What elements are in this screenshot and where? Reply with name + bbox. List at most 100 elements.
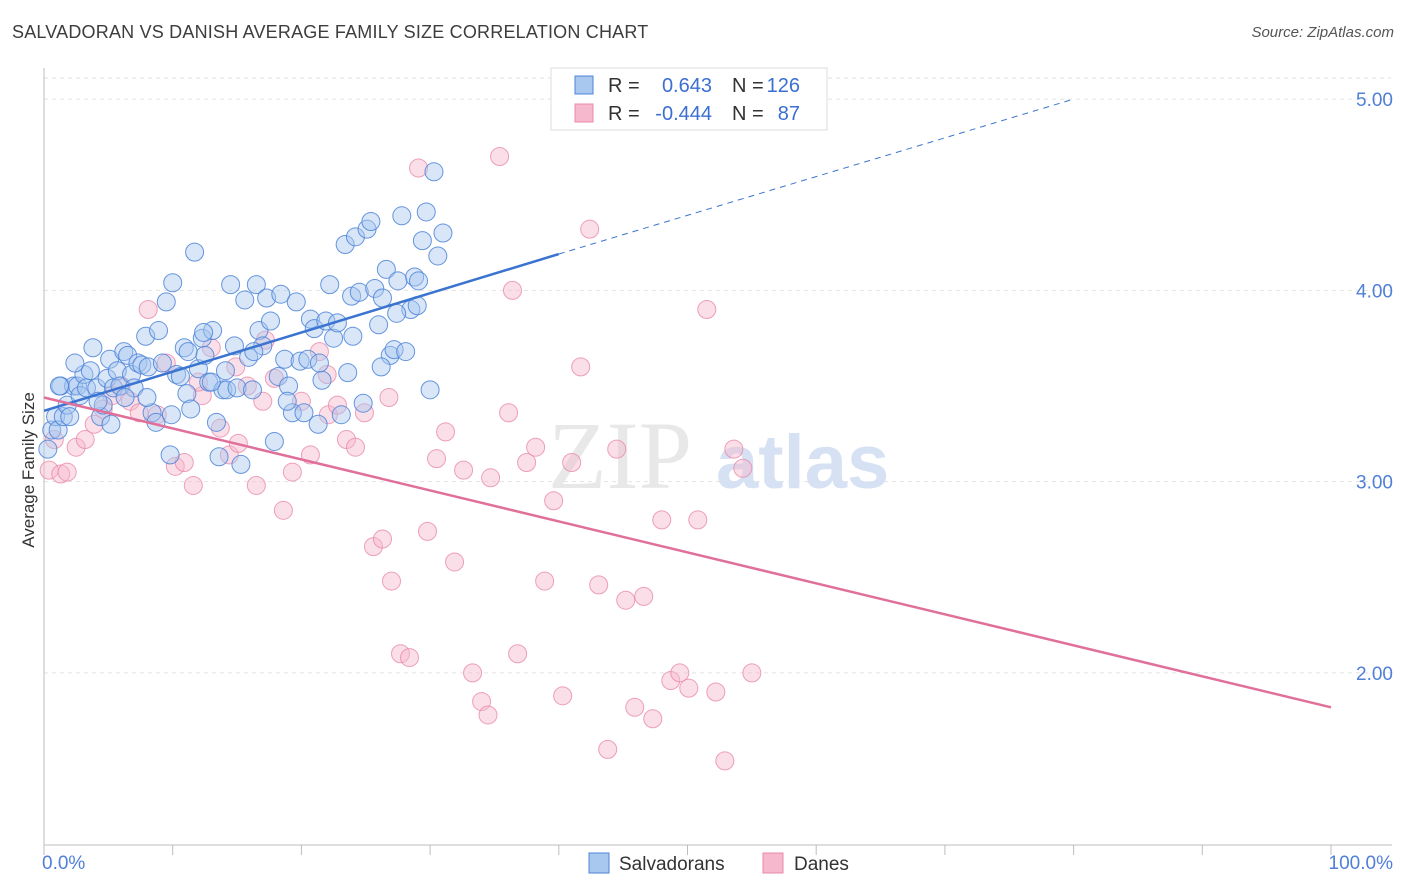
salvadoran-point-75	[300, 309, 320, 329]
salvadoran-point-70	[282, 403, 302, 423]
danes-point-80	[478, 705, 498, 725]
salvadoran-point-105	[416, 202, 436, 222]
salvadoran-point-122	[387, 303, 407, 323]
salvadoran-point-7	[60, 407, 80, 427]
danes-point-76	[715, 751, 735, 771]
bottom-legend-danes: Danes	[794, 854, 849, 875]
salvadoran-point-115	[194, 322, 214, 342]
danes-point-71	[670, 663, 690, 683]
salvadoran-point-28	[132, 355, 152, 375]
salvadoran-point-87	[345, 227, 365, 247]
danes-point-33	[327, 395, 347, 415]
legend-swatch-danes	[574, 103, 594, 123]
danes-point-44	[427, 449, 447, 469]
legend-n-label-danes: N =	[732, 103, 764, 125]
legend-swatch-salvadorans	[574, 75, 594, 95]
salvadoran-point-113	[115, 387, 135, 407]
danes-point-72	[679, 678, 699, 698]
grid-lines	[44, 77, 1391, 674]
salvadoran-point-24	[118, 345, 138, 365]
danes-point-83	[317, 365, 337, 385]
danes-point-53	[508, 644, 528, 664]
salvadoran-point-29	[136, 326, 156, 346]
danes-point-55	[526, 437, 546, 457]
y-tick-label-3: 5.00	[1356, 90, 1393, 111]
legend-r-label-salvadorans: R =	[608, 75, 640, 97]
danes-point-63	[598, 739, 618, 759]
salvadoran-point-83	[331, 405, 351, 425]
danes-point-38	[372, 529, 392, 549]
salvadoran-point-21	[107, 361, 127, 381]
salvadoran-point-77	[308, 414, 328, 434]
danes-point-67	[634, 586, 654, 606]
bottom-legend-swatch-salvadorans	[588, 852, 610, 874]
salvadoran-point-108	[428, 246, 448, 266]
watermark-atlas: atlas	[716, 420, 889, 505]
y-tick-label-1: 3.00	[1356, 473, 1393, 494]
salvadoran-point-74	[298, 349, 318, 369]
salvadoran-point-98	[388, 271, 408, 291]
salvadoran-point-84	[335, 234, 355, 254]
salvadoran-point-124	[101, 414, 121, 434]
danes-point-68	[643, 709, 663, 729]
salvadoran-point-114	[161, 405, 181, 425]
danes-point-85	[188, 372, 208, 392]
danes-point-52	[499, 403, 519, 423]
salvadoran-point-80	[320, 275, 340, 295]
danes-trend-line	[43, 396, 1332, 709]
danes-point-42	[409, 158, 429, 178]
salvadoran-point-125	[137, 387, 157, 407]
danes-point-45	[436, 422, 456, 442]
danes-point-35	[345, 437, 365, 457]
danes-point-47	[454, 460, 474, 480]
salvadoran-point-116	[215, 361, 235, 381]
danes-point-54	[517, 453, 537, 472]
danes-point-56	[535, 571, 555, 591]
salvadoran-point-31	[142, 403, 162, 423]
salvadoran-point-127	[201, 372, 221, 392]
danes-point-75	[706, 682, 726, 702]
salvadoran-point-40	[174, 338, 194, 358]
danes-point-84	[379, 387, 399, 407]
salvadoran-point-5	[53, 407, 73, 427]
danes-point-31	[309, 342, 329, 362]
salvadoran-point-14	[83, 338, 103, 358]
x-tick-labels: 0.0% 100.0%	[42, 853, 1393, 874]
legend-n-value-salvadorans: 126	[767, 75, 800, 97]
salvadoran-point-55	[227, 378, 247, 398]
watermark: ZIP atlas	[548, 402, 889, 509]
danes-point-60	[571, 357, 591, 377]
danes-point-51	[490, 147, 510, 166]
salvadoran-point-41	[177, 384, 197, 404]
danes-point-2	[51, 464, 71, 484]
danes-point-41	[400, 648, 420, 668]
salvadoran-point-118	[277, 391, 297, 411]
salvadoran-point-103	[409, 271, 429, 291]
danes-point-46	[445, 552, 465, 572]
danes-point-43	[418, 521, 438, 541]
bottom-legend-salvadorans: Salvadorans	[619, 854, 725, 875]
danes-point-61	[580, 219, 600, 239]
danes-point-62	[589, 575, 609, 595]
legend-r-value-salvadorans: 0.643	[662, 75, 712, 97]
salvadoran-point-126	[178, 342, 198, 362]
danes-point-58	[553, 686, 573, 706]
top-legend: R = 0.643 N = 126 R = -0.444 N = 87	[550, 67, 828, 131]
danes-point-39	[381, 571, 401, 591]
y-tick-label-2: 4.00	[1356, 281, 1393, 302]
salvadoran-point-30	[138, 357, 158, 377]
danes-point-73	[688, 510, 708, 530]
salvadoran-point-81	[324, 328, 344, 348]
danes-point-3	[57, 462, 77, 482]
salvadoran-point-104	[412, 231, 432, 251]
danes-point-64	[607, 439, 627, 459]
salvadoran-point-71	[286, 292, 306, 312]
salvadoran-point-119	[309, 353, 329, 373]
salvadoran-point-72	[290, 351, 310, 371]
source-credit: Source: ZipAtlas.com	[1251, 24, 1394, 41]
danes-points	[39, 147, 762, 771]
salvadoran-point-120	[343, 326, 363, 346]
salvadoran-point-82	[327, 313, 347, 333]
salvadoran-point-42	[181, 399, 201, 419]
